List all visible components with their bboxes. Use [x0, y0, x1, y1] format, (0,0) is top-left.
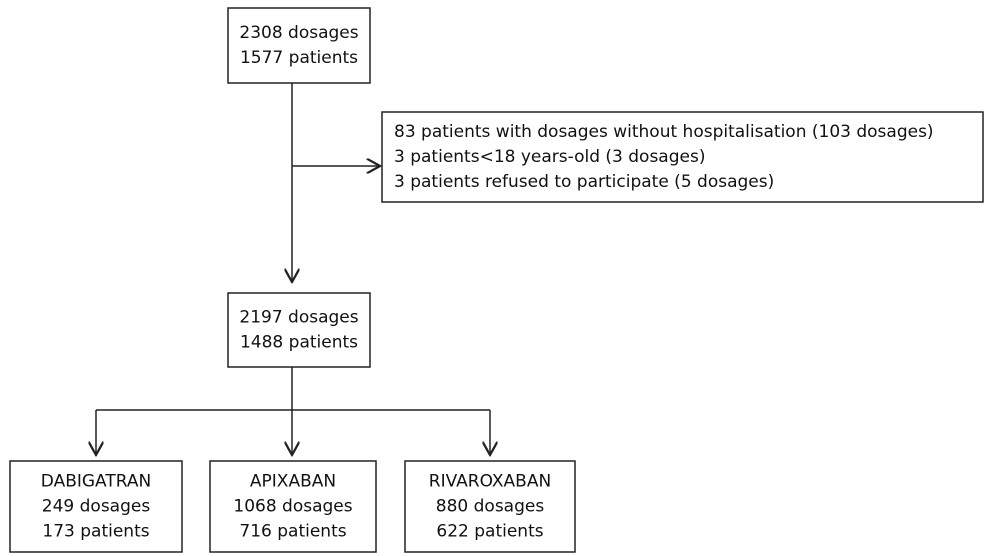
node-box — [381, 111, 984, 203]
node-box — [227, 7, 371, 84]
node-text: 1488 patients — [240, 333, 358, 353]
node-box — [9, 460, 183, 553]
node-text: 1577 patients — [240, 48, 358, 68]
node-text: 173 patients — [42, 522, 149, 542]
node-box — [227, 292, 371, 368]
node-text: 2308 dosages — [239, 23, 358, 43]
node-text: DABIGATRAN — [41, 472, 151, 492]
node-box — [404, 460, 576, 553]
node-text: 716 patients — [239, 522, 346, 542]
node-text: 2197 dosages — [239, 308, 358, 328]
node-box — [209, 460, 377, 553]
node-text: RIVAROXABAN — [429, 472, 551, 492]
node-text: 83 patients with dosages without hospita… — [394, 122, 934, 142]
node-text: 3 patients<18 years-old (3 dosages) — [394, 147, 705, 167]
node-text: 1068 dosages — [233, 497, 352, 517]
node-text: 249 dosages — [42, 497, 151, 517]
node-text: 622 patients — [436, 522, 543, 542]
node-text: 880 dosages — [436, 497, 545, 517]
node-text: APIXABAN — [250, 472, 336, 492]
node-text: 3 patients refused to participate (5 dos… — [394, 172, 774, 192]
